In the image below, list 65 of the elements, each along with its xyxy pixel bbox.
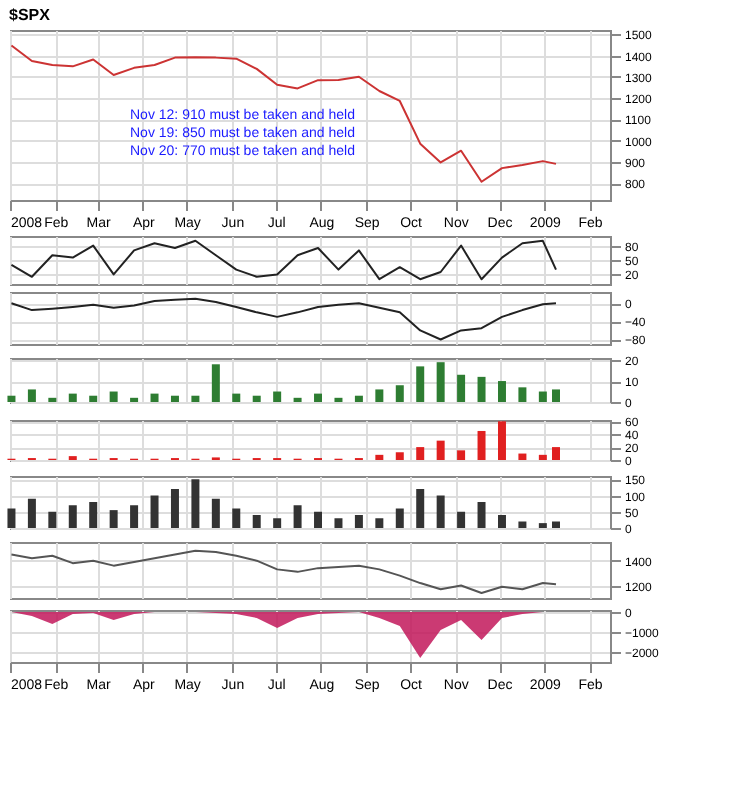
bar (497, 381, 506, 402)
bar (395, 385, 404, 402)
bar (375, 518, 384, 528)
bar (477, 502, 486, 528)
bar (170, 489, 179, 528)
bar (538, 454, 547, 460)
bar (457, 374, 466, 402)
bar (436, 440, 445, 460)
bar (68, 393, 77, 402)
line-series (10, 297, 557, 341)
bar (27, 498, 36, 528)
bar (416, 489, 425, 528)
bar (314, 511, 323, 528)
bar (314, 393, 323, 402)
bar (7, 395, 16, 402)
bar (232, 508, 241, 528)
line-series (10, 239, 557, 281)
bar (375, 454, 384, 460)
bar (293, 505, 302, 528)
bar (477, 376, 486, 402)
bar (518, 521, 527, 528)
bar (436, 362, 445, 402)
bar (109, 510, 118, 528)
bar (130, 505, 139, 528)
bar (518, 387, 527, 402)
bar (191, 395, 200, 402)
bar (170, 395, 179, 402)
bar (150, 393, 159, 402)
bar (551, 389, 560, 402)
bar (89, 502, 98, 528)
bar (375, 389, 384, 402)
bar (211, 364, 220, 402)
line-series (10, 44, 557, 183)
bar (457, 511, 466, 528)
bar (436, 495, 445, 528)
bar (416, 447, 425, 460)
bar (48, 511, 57, 528)
chart-title: $SPX (9, 6, 52, 25)
bar (334, 518, 343, 528)
bar (191, 479, 200, 528)
line-series (10, 549, 557, 595)
bar (477, 430, 486, 460)
bar (150, 495, 159, 528)
bar (551, 447, 560, 460)
bar (211, 498, 220, 528)
bar (27, 389, 36, 402)
bar (497, 515, 506, 528)
bar (109, 391, 118, 402)
bar (354, 395, 363, 402)
bar (273, 391, 282, 402)
bar (7, 508, 16, 528)
bar (252, 395, 261, 402)
bar (395, 508, 404, 528)
bar (518, 453, 527, 460)
bar (551, 521, 560, 528)
bar (252, 515, 261, 528)
bar (68, 505, 77, 528)
bar (457, 450, 466, 460)
bar (89, 395, 98, 402)
bar (538, 391, 547, 402)
bar (395, 452, 404, 460)
bar (354, 515, 363, 528)
bar (232, 393, 241, 402)
bar (416, 366, 425, 402)
bar (273, 518, 282, 528)
